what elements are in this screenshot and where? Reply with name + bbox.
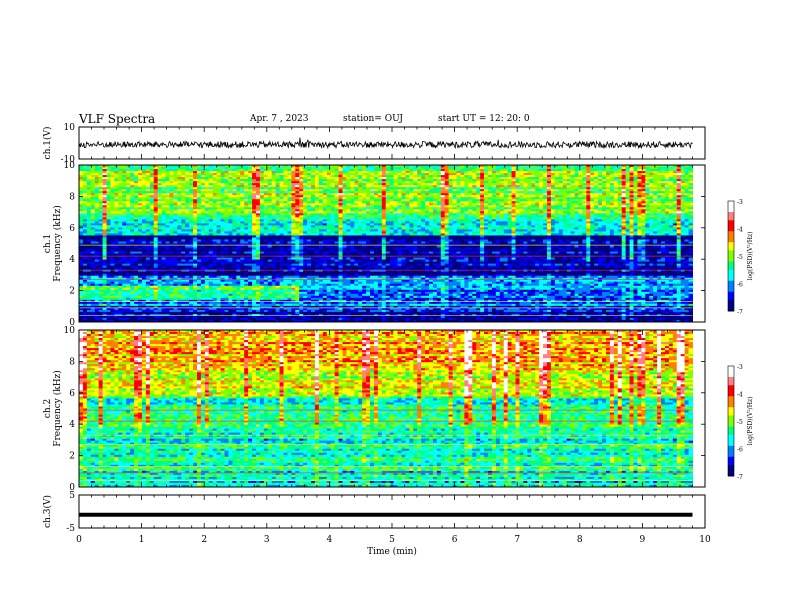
colorbar-tick-label: -6: [737, 447, 743, 454]
xtick-label: 5: [389, 535, 395, 545]
ch1-waveform-series: [79, 138, 693, 148]
ch1-spectrogram: [79, 165, 693, 323]
xtick-label: 10: [699, 535, 711, 545]
yaxis-label-line: ch.2: [43, 399, 53, 418]
xtick-label: 7: [514, 535, 520, 545]
colorbar-tick-label: -6: [737, 282, 743, 289]
ytick-label: 5: [69, 491, 75, 501]
xtick-label: 3: [264, 535, 270, 545]
xtick-label: 0: [76, 535, 82, 545]
ytick-label: 2: [69, 452, 75, 462]
ytick-label: -5: [66, 524, 75, 534]
ytick-label: 6: [69, 389, 75, 399]
yaxis-label-line: ch.1(V): [42, 127, 53, 160]
colorbar-label: log(PSD)(V²/Hz): [747, 397, 754, 446]
xtick-label: 4: [327, 535, 333, 545]
yaxis-label-line: ch.1: [43, 234, 53, 253]
ytick-label: 10: [64, 123, 76, 133]
xtick-label: 1: [139, 535, 145, 545]
colorbar-tick-label: -3: [737, 199, 743, 206]
colorbar-tick-label: -4: [737, 227, 743, 234]
yaxis-label: ch.2 Frequency (kHz): [43, 370, 63, 447]
yaxis-label: ch.3(V): [42, 495, 53, 528]
colorbar-label-text: log(PSD)(V²/Hz): [747, 232, 754, 281]
xtick-label: 6: [452, 535, 458, 545]
ch2-spectrogram: [79, 330, 693, 488]
ytick-label: 2: [69, 287, 75, 297]
ytick-label: 10: [64, 326, 76, 336]
ytick-label: 8: [69, 192, 75, 202]
ch2-colorbar: -3 -4 -5 -6 -7 log(PSD)(V²/Hz): [728, 364, 754, 481]
colorbar-tick-label: -5: [737, 254, 743, 261]
panel-ch3-waveform: 5 -5 ch.3(V): [42, 491, 705, 534]
xtick-label: 2: [201, 535, 207, 545]
colorbar-tick-label: -7: [737, 309, 743, 316]
colorbar-tick-label: -3: [737, 364, 743, 371]
yaxis-label: ch.1 Frequency (kHz): [43, 205, 63, 282]
xtick-label: 8: [577, 535, 583, 545]
ytick-label: 8: [69, 357, 75, 367]
ytick-label: 10: [64, 161, 76, 171]
colorbar-label-text: log(PSD)(V²/Hz): [747, 397, 754, 446]
colorbar-tick-label: -5: [737, 419, 743, 426]
ch1-colorbar: -3 -4 -5 -6 -7 log(PSD)(V²/Hz): [728, 199, 754, 316]
ytick-label: 4: [69, 420, 75, 430]
yaxis-label-line: Frequency (kHz): [52, 205, 63, 282]
xtick-label: 9: [640, 535, 646, 545]
ytick-label: 6: [69, 224, 75, 234]
yaxis-label-line: ch.3(V): [42, 495, 53, 528]
xaxis-label: Time (min): [367, 546, 417, 557]
yaxis-label-line: Frequency (kHz): [52, 370, 63, 447]
yaxis-label: ch.1(V): [42, 127, 53, 160]
colorbar-tick-label: -4: [737, 392, 743, 399]
ytick-label: 4: [69, 255, 75, 265]
colorbar-tick-label: -7: [737, 474, 743, 481]
colorbar-label: log(PSD)(V²/Hz): [747, 232, 754, 281]
